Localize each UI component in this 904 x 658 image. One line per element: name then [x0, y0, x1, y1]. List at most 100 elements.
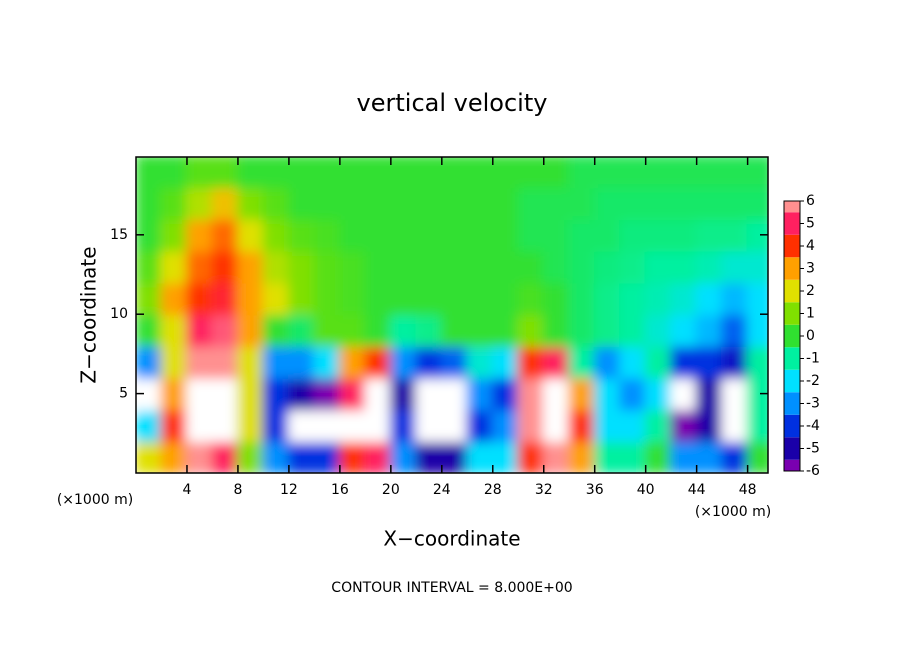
cell: [211, 440, 239, 473]
colorbar-swatch: [784, 302, 800, 325]
cell: [440, 313, 469, 347]
cell: [466, 157, 494, 189]
cell: [287, 313, 316, 347]
cell: [721, 376, 749, 411]
cell: [236, 313, 265, 347]
cell: [185, 313, 214, 347]
cell: [619, 249, 647, 284]
cell: [440, 157, 469, 189]
cell: [568, 408, 596, 443]
cell: [491, 440, 520, 473]
colorbar-tick-label: 4: [806, 238, 815, 254]
x-tick-label: 8: [233, 482, 242, 498]
cell: [211, 217, 239, 252]
cell: [313, 281, 341, 316]
cell: [160, 313, 188, 347]
cell: [185, 186, 214, 220]
colorbar-tick-label: 1: [806, 306, 815, 322]
cell: [313, 440, 341, 473]
cell: [160, 217, 188, 252]
cell: [517, 440, 545, 473]
chart-title: vertical velocity: [357, 89, 548, 117]
plot-frame: [135, 156, 769, 474]
cell: [364, 157, 392, 189]
cell: [746, 313, 768, 347]
colorbar-swatch: [784, 201, 800, 213]
y-tick-label: 10: [110, 306, 128, 322]
cell: [389, 408, 418, 443]
cell: [746, 157, 768, 189]
cell: [517, 217, 545, 252]
cell: [644, 217, 673, 252]
cell: [542, 281, 571, 316]
colorbar-tick-label: -2: [806, 373, 820, 389]
cell: [440, 440, 469, 473]
cell: [491, 376, 520, 411]
cell: [313, 217, 341, 252]
cell: [670, 186, 698, 220]
cell: [593, 408, 622, 443]
field: [136, 157, 768, 473]
colorbar-swatch: [784, 212, 800, 235]
cell: [619, 376, 647, 411]
cell: [136, 440, 163, 473]
colorbar-tick-label: -6: [806, 463, 820, 479]
cell: [568, 186, 596, 220]
cell: [440, 408, 469, 443]
cell: [415, 376, 443, 411]
cell: [211, 249, 239, 284]
cell: [746, 249, 768, 284]
cell: [517, 249, 545, 284]
x-tick-label: 12: [280, 482, 298, 498]
colorbar-swatch: [784, 234, 800, 258]
cell: [364, 249, 392, 284]
cell: [619, 186, 647, 220]
cell: [670, 376, 698, 411]
colorbar-frame: [783, 200, 801, 472]
cell: [466, 408, 494, 443]
cell: [695, 344, 724, 379]
cell: [364, 344, 392, 379]
cell: [466, 440, 494, 473]
cell: [313, 157, 341, 189]
cell: [389, 313, 418, 347]
colorbar-tick-label: -4: [806, 418, 820, 434]
cell: [389, 157, 418, 189]
cell: [746, 408, 768, 443]
x-tick-label: 44: [688, 482, 706, 498]
cell: [440, 344, 469, 379]
cell: [644, 313, 673, 347]
cell: [440, 281, 469, 316]
cell: [415, 281, 443, 316]
cell: [364, 313, 392, 347]
cell: [670, 313, 698, 347]
cell: [542, 249, 571, 284]
cell: [262, 186, 290, 220]
cell: [236, 344, 265, 379]
cell: [415, 344, 443, 379]
cell: [721, 440, 749, 473]
cell: [440, 217, 469, 252]
y-unit-label: (×1000 m): [57, 492, 133, 508]
cell: [211, 186, 239, 220]
cell: [491, 281, 520, 316]
cell: [619, 313, 647, 347]
cell: [262, 157, 290, 189]
cell: [517, 344, 545, 379]
cell: [185, 440, 214, 473]
cell: [313, 186, 341, 220]
y-tick-label: 5: [119, 386, 128, 402]
cell: [695, 376, 724, 411]
cell: [160, 344, 188, 379]
cell: [568, 313, 596, 347]
cell: [262, 249, 290, 284]
cell: [415, 408, 443, 443]
cell: [670, 157, 698, 189]
cell: [415, 186, 443, 220]
cell: [185, 157, 214, 189]
cell: [313, 376, 341, 411]
cell: [721, 408, 749, 443]
colorbar-tick-label: 2: [806, 283, 815, 299]
cell: [542, 313, 571, 347]
cell: [211, 313, 239, 347]
